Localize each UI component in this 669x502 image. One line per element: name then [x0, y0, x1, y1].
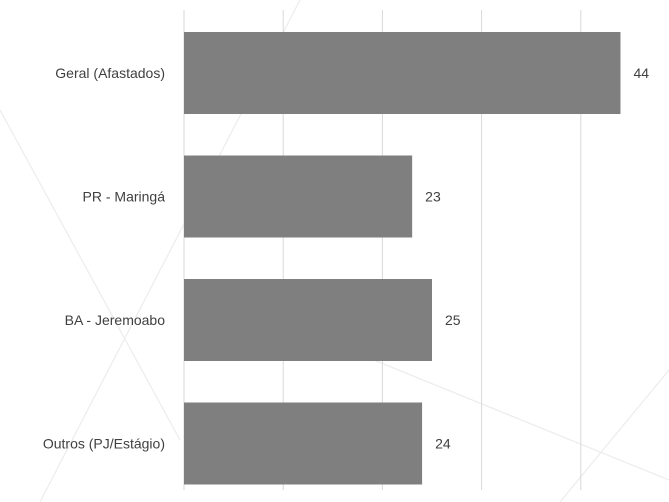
- category-label: Outros (PJ/Estágio): [43, 436, 165, 452]
- category-label: PR - Maringá: [83, 189, 166, 205]
- value-label: 23: [425, 189, 441, 205]
- value-label: 25: [445, 312, 461, 328]
- category-label: BA - Jeremoabo: [65, 312, 166, 328]
- bars: [184, 32, 621, 485]
- bar: [184, 402, 423, 485]
- category-label: Geral (Afastados): [55, 65, 165, 81]
- bar: [184, 32, 621, 114]
- labels: Geral (Afastados) 44 PR - Maringá 23 BA - Je…: [43, 65, 649, 452]
- bar: [184, 155, 413, 238]
- bar: [184, 279, 432, 361]
- value-label: 24: [435, 436, 451, 452]
- value-label: 44: [633, 65, 649, 81]
